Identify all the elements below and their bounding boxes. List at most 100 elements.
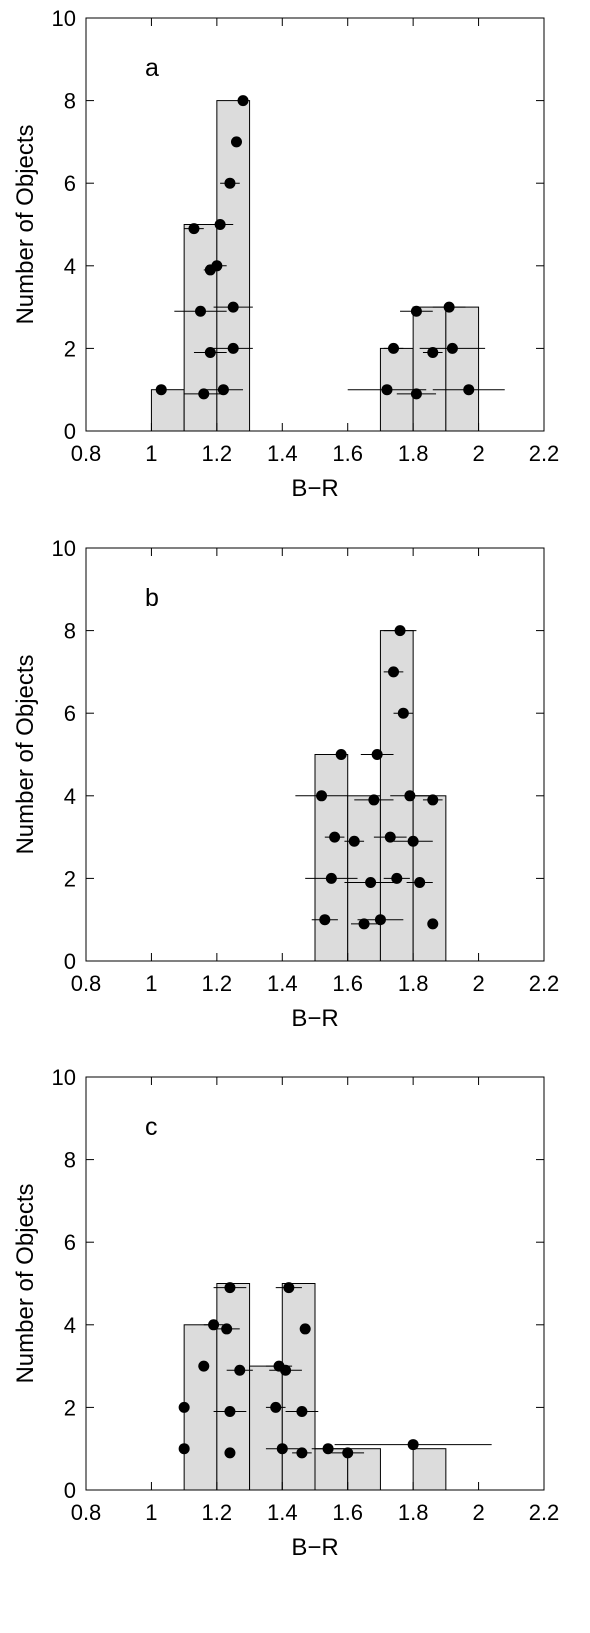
panel-c-x-tick-label: 1.2 [202,1500,233,1525]
panel-b-data-point [365,877,377,889]
panel-c-histogram-bar [216,1283,251,1491]
panel-c-x-tick-label: 1.6 [332,1500,363,1525]
panel-c-x-tick-label: 0.8 [71,1500,102,1525]
panel-b-x-tick-label: 1.8 [398,971,429,996]
panel-a-y-tick-label: 6 [64,171,76,196]
panel-a-y-tick-label: 4 [64,254,76,279]
panel-c-histogram-bar [249,1365,283,1491]
panel-a-data-point [443,301,455,313]
panel-c-data-point [296,1406,308,1418]
panel-b-data-point [368,794,380,806]
panel-b-data-point [407,835,419,847]
panel-c-plot-frame [85,1076,545,1491]
panel-b-data-point [348,835,360,847]
panel-c-data-point [224,1282,236,1294]
panel-a-data-point [410,305,422,317]
panel-a-data-point [381,384,393,396]
panel-b-histogram-bar [314,754,349,962]
panel-c-y-tick-label: 6 [64,1230,76,1255]
panel-a-data-point [217,384,229,396]
panel-a-panel-letter: a [145,54,159,82]
panel-a-data-point [410,388,422,400]
panel-c-y-tick-label: 10 [52,1065,76,1090]
panel-b-data-point [319,914,331,926]
panel-a-x-tick-label: 1.8 [398,441,429,466]
panel-b-y-tick-label: 8 [64,619,76,644]
panel-a-x-tick-label: 1.6 [332,441,363,466]
panel-c-data-point [224,1406,236,1418]
panel-b-data-point [394,625,406,637]
panel-c-x-tick-label: 1.8 [398,1500,429,1525]
panel-c-data-point [280,1364,292,1376]
panel-a-data-point [214,219,226,230]
panel-a-y-axis-label: Number of Objects [12,124,39,324]
panel-b-data-point [374,914,386,926]
panel-b-data-point [316,790,328,802]
panel-a-data-point [155,384,167,396]
panel-b: 0.8 1 1.2 1.4 1.6 1.8 2 2.2 0 2 4 6 8 10 B−R Number of … [0,530,590,1055]
panel-c-histogram-bar [281,1283,316,1491]
panel-b-data-point [397,707,409,719]
panel-b-data-point [388,666,400,678]
panel-b-x-tick-label: 0.8 [71,971,102,996]
panel-b-y-tick-label: 2 [64,866,76,891]
panel-a-x-axis-label: B−R [291,475,338,502]
panel-c-data-point [224,1447,236,1459]
panel-c-data-point [270,1401,282,1413]
panel-b-x-tick-label: 2 [472,971,484,996]
panel-a-data-point [227,342,239,354]
panel-b-data-point [358,918,370,930]
panel-b-y-axis-label: Number of Objects [12,654,39,854]
panel-b-data-point [329,831,341,843]
panel-b-data-point [371,749,383,760]
panel-a-data-point [204,347,216,359]
panel-a-data-point [211,260,223,272]
panel-b-y-tick-label: 6 [64,701,76,726]
panel-c-data-point [198,1360,210,1372]
panel-c-y-tick-label: 4 [64,1313,76,1338]
panel-c-histogram-bar [412,1448,447,1491]
panel-a-x-tick-label: 2.2 [529,441,560,466]
panel-b-data-point [325,872,337,884]
panel-a-x-tick-label: 2 [472,441,484,466]
panel-b-data-point [427,794,439,806]
panel-a-x-tick-label: 1.2 [202,441,233,466]
panel-a-y-tick-label: 2 [64,336,76,361]
panel-a-data-point [188,223,200,235]
panel-b-x-tick-label: 1 [145,971,157,996]
panel-b-x-tick-label: 1.2 [202,971,233,996]
panel-c-data-point [407,1439,419,1451]
panel-c-data-point [283,1282,295,1294]
chart-b: 0.8 1 1.2 1.4 1.6 1.8 2 2.2 0 2 4 6 8 10 B−R Number of … [12,536,559,1032]
chart-a: 0.8 1 1.2 1.4 1.6 1.8 2 2.2 0 2 4 6 8 10 B−R Number of … [12,6,560,502]
panel-c-data-point [276,1443,288,1455]
panel-a-y-tick-label: 8 [64,89,76,114]
panel-c-y-tick-label: 2 [64,1395,76,1420]
panel-b-panel-letter: b [145,584,159,612]
panel-c-panel-letter: c [145,1113,158,1141]
panel-a-histogram-bar [412,306,447,432]
panel-b-plot-frame [85,547,545,962]
chart-c: 0.8 1 1.2 1.4 1.6 1.8 2 2.2 0 2 4 6 8 10 B−R Number of … [12,1065,559,1561]
panel-a-data-point [237,95,249,107]
panel-a-histogram-bar [150,389,185,432]
panel-c-x-axis-label: B−R [291,1534,338,1561]
panel-a-data-point [227,301,239,313]
panel-c-data-point [208,1319,220,1331]
panel-b-y-tick-label: 0 [64,949,76,974]
panel-c-x-tick-label: 1 [145,1500,157,1525]
panel-a-histogram-bar [183,224,218,432]
panel-a-data-point [446,342,458,354]
panel-c: 0.8 1 1.2 1.4 1.6 1.8 2 2.2 0 2 4 6 8 10 B−R Number of … [0,1059,590,1633]
panel-b-data-point [427,918,439,930]
panel-a-data-point [224,177,236,189]
panel-a: 0.8 1 1.2 1.4 1.6 1.8 2 2.2 0 2 4 6 8 10 B−R Number of … [0,0,590,525]
panel-c-data-point [299,1323,311,1335]
panel-a-data-point [388,342,400,354]
panel-c-data-point [296,1447,308,1459]
panel-b-data-point [404,790,416,802]
panel-c-y-tick-label: 0 [64,1478,76,1503]
panel-c-data-point [221,1323,233,1335]
panel-c-data-point [178,1401,190,1413]
panel-b-data-point [335,749,347,760]
